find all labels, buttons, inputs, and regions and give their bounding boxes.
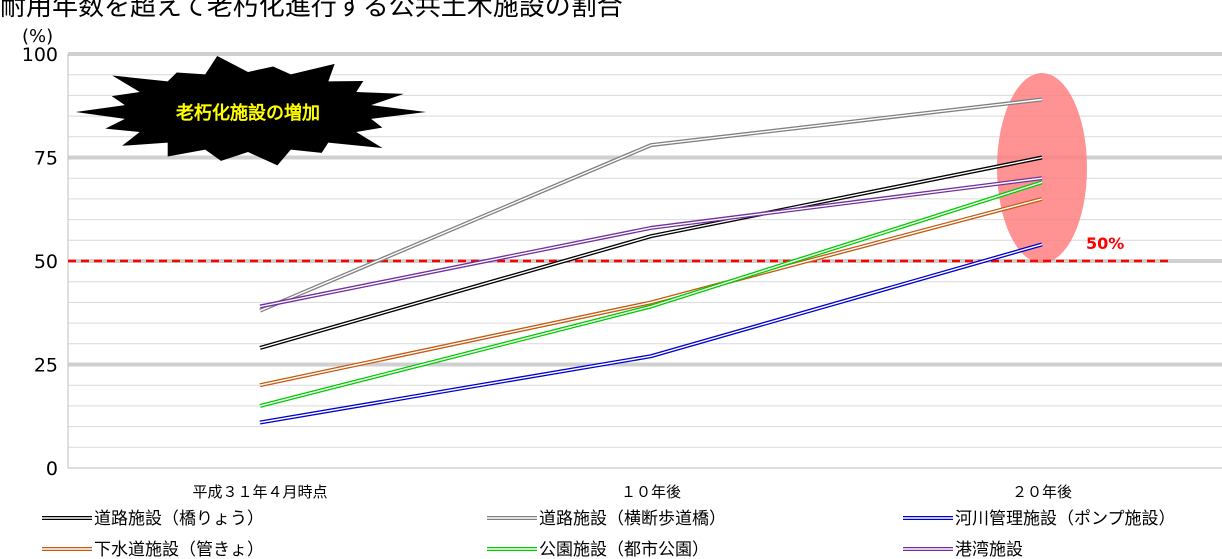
callout-text: 老朽化施設の増加	[176, 102, 320, 124]
highlight-ellipse	[997, 73, 1087, 263]
series-line	[259, 155, 1043, 350]
legend-label: 下水道施設（管きょ）	[94, 540, 264, 559]
series-line	[259, 242, 1043, 425]
y-tick-label: 75	[34, 148, 58, 170]
chart-title: 耐用年数を超えて老朽化進行する公共土木施設の割合	[0, 0, 623, 22]
legend-label: 河川管理施設（ポンプ施設）	[955, 509, 1176, 529]
y-axis-label: (%)	[22, 26, 53, 47]
legend-label: 道路施設（横断歩道橋）	[539, 509, 726, 529]
series-line-highlight	[259, 98, 1043, 312]
reference-line-label: 50%	[1086, 234, 1124, 253]
series-line-highlight	[259, 198, 1043, 386]
series-line-highlight	[259, 181, 1043, 407]
callout-explosion-shape	[75, 56, 426, 166]
series-line-highlight	[259, 156, 1043, 349]
legend-label: 公園施設（都市公園）	[539, 540, 709, 559]
legend-label: 港湾施設	[955, 540, 1023, 559]
x-tick-label: 平成３１年４月時点	[192, 483, 327, 501]
series-line	[259, 176, 1043, 309]
x-tick-label: ２０年後	[1012, 483, 1072, 501]
series-line-highlight	[259, 243, 1043, 424]
y-tick-label: 50	[34, 251, 58, 273]
y-tick-label: 25	[34, 355, 58, 377]
x-tick-label: １０年後	[621, 483, 681, 501]
y-tick-label: 0	[46, 458, 58, 480]
y-tick-label: 100	[22, 44, 58, 66]
series-line-highlight	[259, 177, 1043, 308]
series-line	[259, 180, 1043, 408]
legend-label: 道路施設（橋りょう）	[94, 509, 264, 529]
